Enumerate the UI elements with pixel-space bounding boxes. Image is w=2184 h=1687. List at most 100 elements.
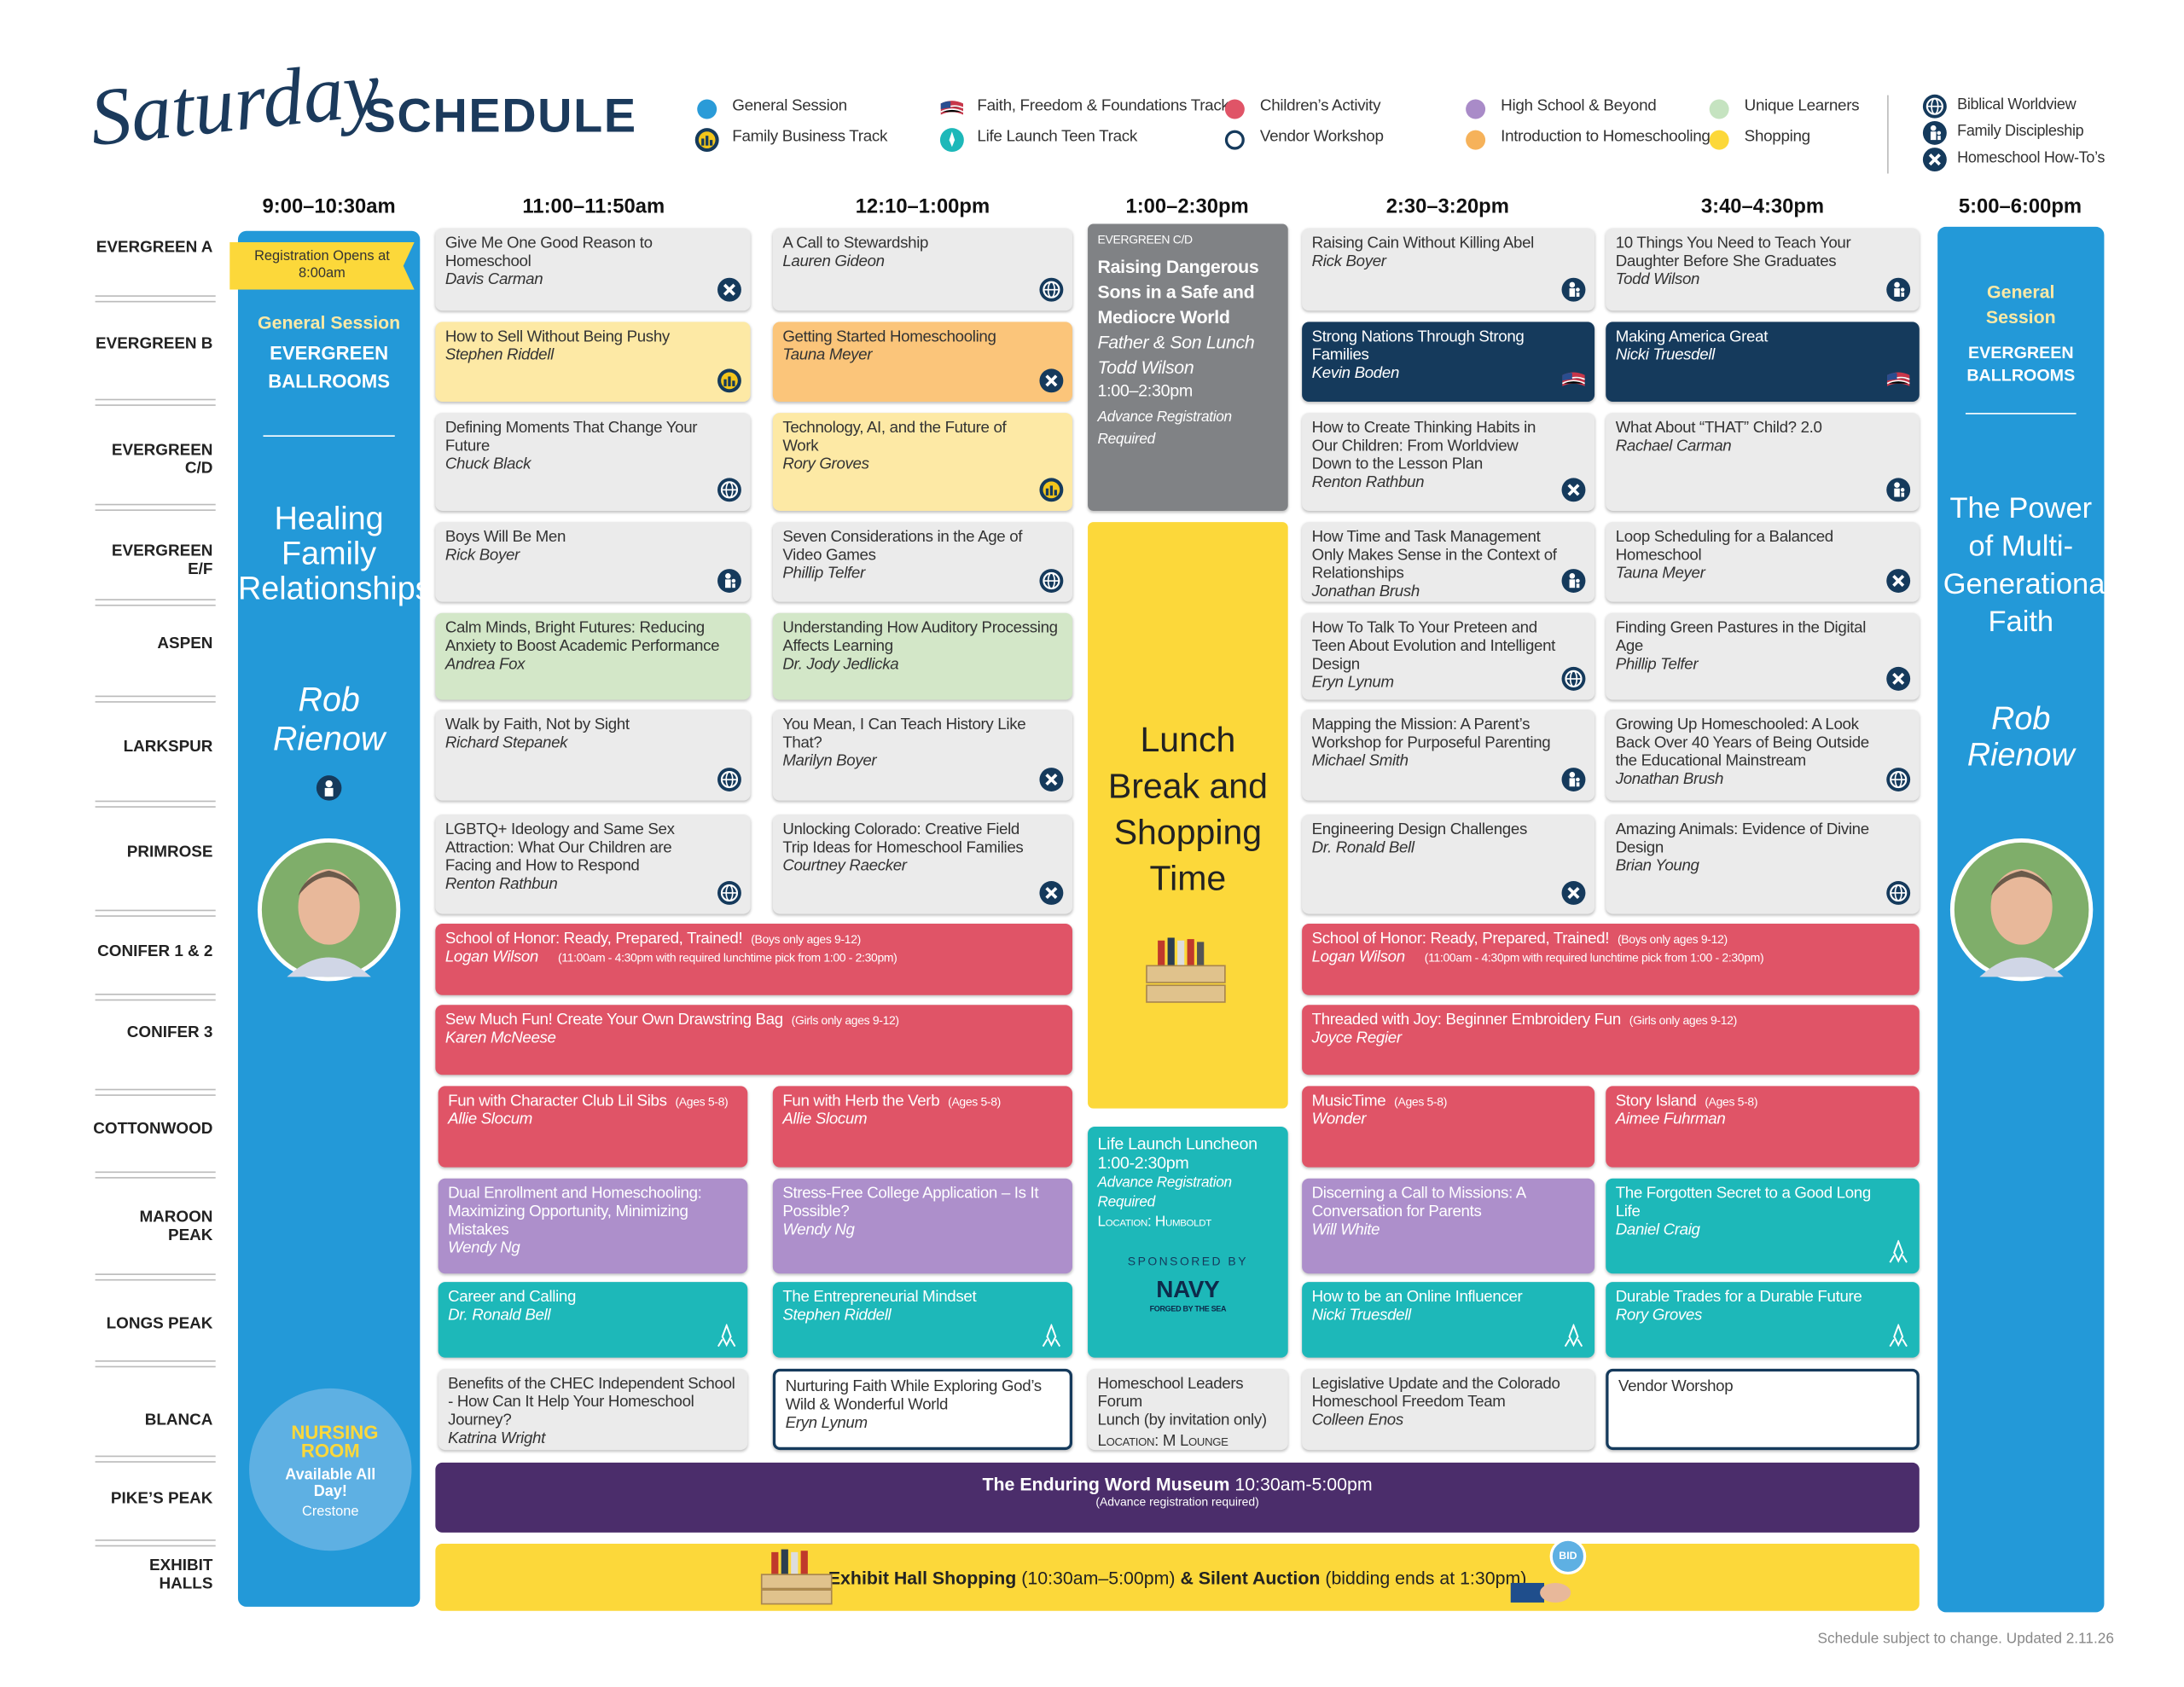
session-speaker: Rob Rienow — [1966, 699, 2075, 773]
session-title: MusicTime — [1311, 1093, 1386, 1110]
registration-badge: Registration Opens at 8:00am — [229, 241, 415, 290]
session-line: Nicki Truesdell — [1616, 347, 1883, 365]
row-separator — [95, 503, 216, 511]
divider — [263, 435, 395, 437]
session-line: LGBTQ+ Ideology and Same Sex Attraction:… — [445, 821, 714, 876]
session-speaker: Katrina Wright — [448, 1430, 545, 1447]
session-line: Allie Slocum — [448, 1111, 738, 1129]
session-card: Engineering Design Challenges Dr. Ronald … — [1302, 815, 1595, 914]
sponsor: SPONSORED BY — [1127, 1254, 1248, 1268]
speaker-photo — [257, 838, 401, 982]
track-icon — [940, 101, 964, 115]
session-title: Calm Minds, Bright Futures: Reducing Anx… — [444, 619, 720, 655]
session-card: Strong Nations Through Strong Families Ke… — [1302, 322, 1595, 402]
legend-label: Family Discipleship — [1957, 123, 2084, 141]
session-line: Finding Green Pastures in the Digital Ag… — [1616, 620, 1883, 657]
session-title: Career and Calling — [448, 1289, 577, 1307]
session-card: Growing Up Homeschooled: A Look Back Ove… — [1606, 709, 1920, 801]
legend-swatch — [1224, 130, 1245, 150]
session-location: EVERGREEN BALLROOMS — [1966, 343, 2076, 386]
legend-label: High School & Beyond — [1501, 97, 1657, 115]
title: SCHEDULE — [363, 90, 637, 143]
session-tag: (Boys only ages 9-12) — [751, 931, 861, 947]
session-speaker: Marilyn Boyer — [782, 752, 877, 770]
session-line: Raising Cain Without Killing Abel — [1312, 235, 1559, 253]
session-card: Understanding How Auditory Processing Af… — [772, 612, 1073, 700]
session-line: Understanding How Auditory Processing Af… — [782, 620, 1062, 657]
track-icon — [1564, 1324, 1583, 1348]
session-card: Career and Calling Dr. Ronald Bell — [438, 1282, 748, 1358]
track-icon — [717, 768, 741, 791]
room-label: MAROON PEAK — [139, 1209, 213, 1244]
session-line: Stephen Riddell — [782, 1307, 1036, 1325]
crate-icon — [760, 1549, 833, 1605]
legend-divider — [1887, 95, 1889, 174]
tagline: FORGED BY THE SEA — [1149, 1306, 1227, 1314]
session-card: How to Sell Without Being Pushy Stephen R… — [435, 322, 751, 402]
session-speaker: Wendy Ng — [782, 1221, 855, 1239]
row-separator — [95, 1273, 216, 1281]
session-speaker: Todd Wilson — [1615, 271, 1700, 289]
track-icon — [1039, 569, 1064, 593]
session-line: Getting Started Homeschooling — [782, 329, 1036, 347]
session-tag: (Girls only ages 9-12) — [1629, 1013, 1737, 1028]
session-line: Renton Rathbun — [1312, 474, 1559, 492]
time-header: 2:30–3:20pm — [1385, 195, 1509, 218]
session-line: Renton Rathbun — [445, 876, 714, 894]
lunch-session: EVERGREEN C/D Raising Dangerous Sons in … — [1088, 223, 1288, 511]
session-title: How to Sell Without Being Pushy — [444, 328, 670, 346]
room-label: EVERGREEN B — [96, 335, 213, 353]
session-title: Understanding How Auditory Processing Af… — [782, 619, 1058, 655]
session-card: Fun with Character Club Lil Sibs (Ages 5-… — [438, 1086, 748, 1168]
session-line: Wendy Ng — [782, 1222, 1062, 1240]
room-label: EXHIBIT HALLS — [148, 1557, 213, 1593]
session-tag: (Ages 5-8) — [1394, 1094, 1448, 1109]
session-card: How To Talk To Your Preteen and Teen Abo… — [1302, 612, 1595, 700]
session-line: Strong Nations Through Strong Families — [1312, 329, 1559, 366]
title: Homeschool Leaders Forum — [1097, 1376, 1244, 1412]
session-card: Legislative Update and the Colorado Home… — [1302, 1368, 1595, 1451]
session-card: Defining Moments That Change Your Future… — [435, 413, 751, 511]
session-line: Mapping the Mission: A Parent’s Workshop… — [1312, 716, 1559, 753]
session-line: Richard Stepanek — [445, 735, 714, 753]
session-title: The Entrepreneurial Mindset — [782, 1289, 977, 1307]
session-line: How to be an Online Influencer — [1312, 1289, 1559, 1307]
room-label: COTTONWOOD — [93, 1121, 213, 1139]
session-line: Making America Great — [1616, 329, 1883, 347]
session-card: Sew Much Fun! Create Your Own Drawstring… — [435, 1005, 1073, 1075]
session-card: Finding Green Pastures in the Digital Ag… — [1606, 612, 1920, 700]
location: Location: M Lounge — [1097, 1433, 1228, 1451]
session-line: Eryn Lynum — [1312, 675, 1559, 693]
row-separator — [95, 1539, 216, 1547]
legend-label: Shopping — [1744, 128, 1810, 146]
session-line: Threaded with Joy: Beginner Embroidery F… — [1312, 1012, 1910, 1029]
session-speaker: Stephen Riddell — [444, 346, 554, 364]
session-card: How to be an Online Influencer Nicki True… — [1302, 1282, 1595, 1358]
session-line: Andrea Fox — [445, 657, 741, 675]
session-line: Dr. Ronald Bell — [448, 1307, 712, 1325]
session-speaker: Stephen Riddell — [782, 1307, 892, 1325]
session-line: Logan Wilson (11:00am - 4:30pm with requi… — [445, 949, 1063, 967]
legend-label: Life Launch Teen Track — [977, 128, 1138, 146]
session-speaker: Rick Boyer — [444, 547, 520, 565]
session-line: Rory Groves — [782, 456, 1036, 474]
room-label: PIKE’S PEAK — [110, 1490, 213, 1508]
session-line: Wonder — [1312, 1111, 1585, 1129]
title: Raising Dangerous Sons in a Safe and Med… — [1097, 256, 1259, 328]
session-card: Unlocking Colorado: Creative Field Trip … — [772, 815, 1073, 914]
session-speaker: Allie Slocum — [782, 1110, 868, 1128]
session-card: MusicTime (Ages 5-8) Wonder — [1302, 1086, 1595, 1168]
room-label: PRIMROSE — [126, 844, 213, 861]
session-line: Rachael Carman — [1616, 438, 1883, 456]
session-line: You Mean, I Can Teach History Like That? — [782, 716, 1036, 753]
session-line: Calm Minds, Bright Futures: Reducing Anx… — [445, 620, 741, 657]
session-title: How To Talk To Your Preteen and Teen Abo… — [1311, 619, 1556, 674]
icon — [316, 775, 342, 801]
session-speaker: Richard Stepanek — [444, 734, 568, 752]
session-speaker: Dr. Jody Jedlicka — [782, 656, 899, 674]
track-icon — [1039, 368, 1064, 393]
session-card: School of Honor: Ready, Prepared, Traine… — [1302, 924, 1920, 995]
session-line: Jonathan Brush — [1616, 771, 1883, 789]
session-title: Legislative Update and the Colorado Home… — [1311, 1376, 1560, 1412]
session-line: Rick Boyer — [445, 548, 714, 565]
